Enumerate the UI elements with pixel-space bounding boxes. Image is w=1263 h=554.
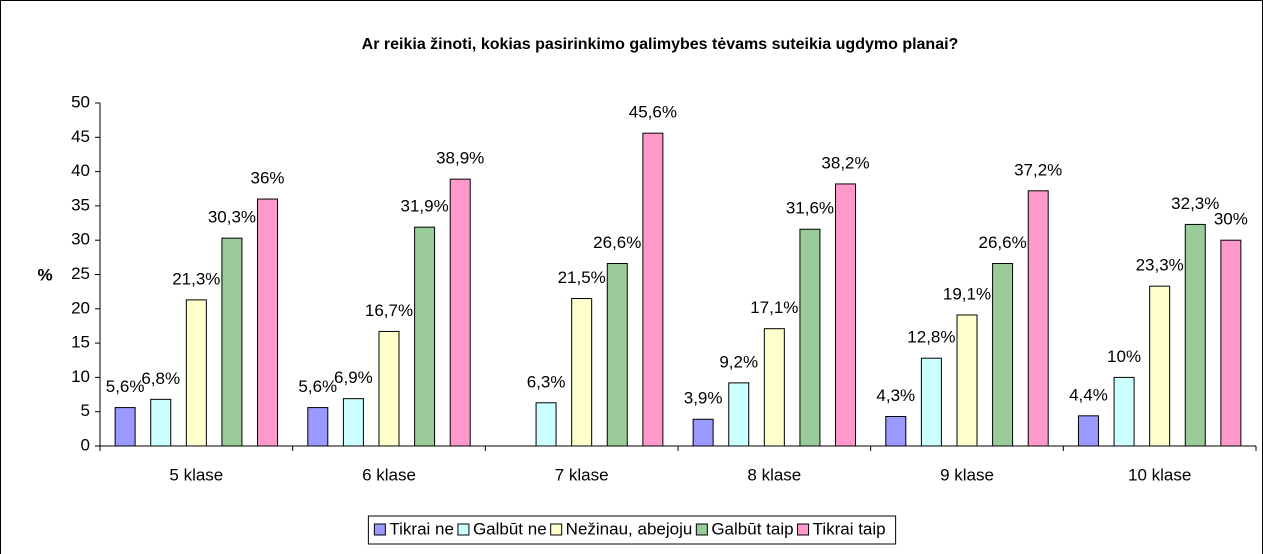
value-label: 26,6% [978, 233, 1026, 252]
y-tick-label: 25 [71, 264, 90, 283]
bar [642, 132, 664, 447]
value-label: 3,9% [684, 389, 723, 408]
y-tick-label: 45 [71, 127, 90, 146]
value-label: 12,8% [907, 328, 955, 347]
bar [449, 178, 471, 447]
bar [1220, 239, 1242, 447]
bar [257, 198, 279, 447]
legend-swatch [695, 523, 708, 536]
value-label: 21,5% [558, 268, 606, 287]
bar [535, 402, 557, 447]
bar [221, 237, 243, 447]
bar [920, 357, 942, 447]
y-tick-label: 50 [71, 92, 90, 111]
bar [150, 398, 172, 447]
x-tick-label: 8 klase [747, 465, 801, 484]
value-label: 36% [251, 169, 285, 188]
value-label: 21,3% [172, 269, 220, 288]
bar [378, 330, 400, 447]
y-tick-label: 20 [71, 298, 90, 317]
value-label: 30,3% [208, 208, 256, 227]
x-tick-label: 5 klase [169, 465, 223, 484]
y-tick-label: 30 [71, 230, 90, 249]
value-label: 37,2% [1014, 160, 1062, 179]
y-axis-label: % [37, 265, 52, 284]
bar [307, 407, 329, 447]
bar [956, 314, 978, 447]
bar [114, 407, 136, 447]
value-label: 5,6% [106, 377, 145, 396]
value-label: 30% [1214, 210, 1248, 229]
bar [835, 183, 857, 447]
bar [1149, 285, 1171, 447]
value-label: 4,4% [1069, 385, 1108, 404]
bar [342, 398, 364, 447]
y-tick-label: 10 [71, 367, 90, 386]
bar [1027, 190, 1049, 447]
bar [1184, 223, 1206, 447]
value-label: 6,8% [141, 369, 180, 388]
value-label: 31,6% [786, 199, 834, 218]
legend-label: Galbūt taip [711, 519, 793, 538]
x-tick-label: 10 klase [1128, 465, 1191, 484]
value-label: 31,9% [400, 197, 448, 216]
bar [1077, 415, 1099, 447]
value-label: 6,3% [527, 372, 566, 391]
y-tick-label: 35 [71, 195, 90, 214]
bar [185, 299, 207, 447]
value-label: 32,3% [1171, 194, 1219, 213]
y-tick-label: 5 [81, 401, 90, 420]
bar [1113, 376, 1135, 447]
legend-swatch [550, 523, 563, 536]
y-tick-label: 40 [71, 161, 90, 180]
value-label: 9,2% [719, 352, 758, 371]
bar [992, 263, 1014, 447]
legend-box [367, 515, 897, 545]
value-label: 38,2% [821, 153, 869, 172]
x-tick-label: 6 klase [362, 465, 416, 484]
value-label: 26,6% [593, 233, 641, 252]
value-label: 17,1% [750, 298, 798, 317]
x-tick-label: 9 klase [940, 465, 994, 484]
value-label: 38,9% [436, 149, 484, 168]
bar [799, 228, 821, 447]
value-label: 19,1% [943, 284, 991, 303]
bar [414, 226, 436, 447]
value-label: 5,6% [298, 377, 337, 396]
bar [763, 328, 785, 447]
x-tick-label: 7 klase [555, 465, 609, 484]
value-label: 23,3% [1136, 256, 1184, 275]
value-label: 4,3% [876, 386, 915, 405]
legend-swatch [797, 523, 810, 536]
legend-label: Tikrai ne [389, 519, 454, 538]
bar [885, 416, 907, 447]
y-tick-label: 0 [81, 435, 90, 454]
value-label: 45,6% [629, 103, 677, 122]
legend-label: Galbūt ne [473, 519, 547, 538]
bar [606, 263, 628, 447]
legend-label: Tikrai taip [813, 519, 886, 538]
chart-title: Ar reikia žinoti, kokias pasirinkimo gal… [362, 36, 959, 53]
bar [571, 298, 593, 447]
legend-swatch [457, 523, 470, 536]
bar [692, 418, 714, 447]
value-label: 16,7% [365, 301, 413, 320]
legend-swatch [373, 523, 386, 536]
bar [728, 382, 750, 447]
y-tick-label: 15 [71, 333, 90, 352]
value-label: 6,9% [334, 368, 373, 387]
legend-label: Nežinau, abejoju [566, 519, 693, 538]
value-label: 10% [1107, 347, 1141, 366]
